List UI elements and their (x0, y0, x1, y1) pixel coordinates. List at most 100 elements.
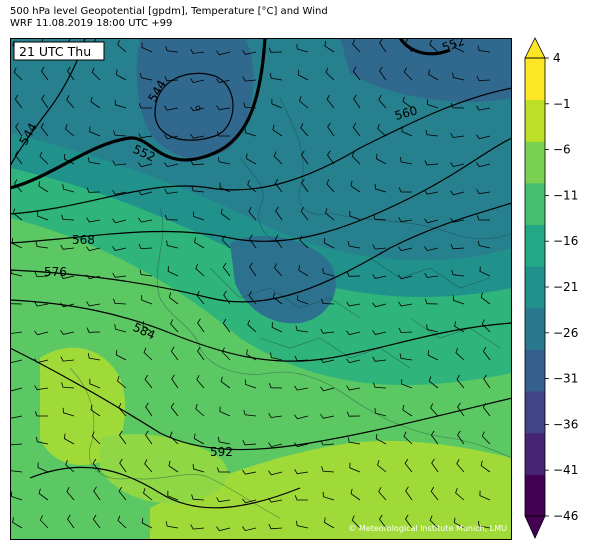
wind-barb (450, 133, 465, 138)
wind-barb (36, 436, 49, 445)
wind-barb (323, 237, 335, 249)
wind-barb (374, 183, 387, 193)
wind-barb (455, 347, 465, 361)
wind-barb (91, 67, 101, 81)
wind-barb (272, 124, 283, 137)
wind-barb (372, 330, 387, 335)
wind-barb (166, 240, 179, 249)
wind-barb (117, 376, 127, 389)
wind-barb (268, 470, 283, 476)
wind-barb (320, 358, 335, 363)
wind-barb (139, 269, 153, 277)
wind-barb (424, 218, 439, 224)
wind-barb (372, 302, 387, 308)
wind-barb (294, 495, 308, 501)
colorbar-tick-label: −11 (553, 188, 578, 202)
colorbar-segment (525, 266, 545, 309)
wind-barb (143, 347, 153, 361)
colorbar-segment (525, 307, 545, 350)
wind-barb (480, 460, 491, 473)
wind-barb (477, 520, 491, 529)
wind-barb (138, 217, 153, 223)
wind-barb (190, 78, 205, 84)
wind-barb (190, 106, 205, 112)
wind-barb (242, 440, 257, 446)
colorbar-extend-bottom (524, 515, 546, 539)
wind-barb (346, 411, 361, 417)
wind-barb (191, 185, 205, 193)
wind-barb (379, 66, 387, 81)
wind-barb (216, 467, 230, 473)
wind-barb (142, 321, 153, 333)
wind-barb (195, 403, 205, 417)
wind-barb (34, 358, 49, 364)
wind-barb (301, 178, 309, 193)
wind-barb (426, 324, 439, 333)
colorbar-tick-label: 4 (553, 51, 561, 65)
wind-barb (138, 190, 153, 196)
wind-barb (193, 433, 205, 445)
wind-barb (247, 179, 257, 193)
wind-barb (453, 517, 465, 529)
wind-barb (242, 469, 257, 475)
contour-label-560: 560 (393, 103, 419, 122)
wind-barb (350, 180, 361, 193)
wind-barb (141, 517, 153, 529)
wind-barb (164, 214, 179, 221)
wind-barb (429, 515, 439, 529)
wind-barb (377, 460, 387, 473)
wind-barb (11, 238, 23, 249)
wind-barb (398, 327, 413, 333)
colorbar-tick-label: −46 (553, 509, 578, 523)
wind-barb (268, 524, 283, 530)
wind-barb (167, 266, 179, 277)
wind-barb (115, 349, 127, 361)
wind-barb (481, 319, 491, 333)
wind-barb (379, 38, 387, 53)
wind-barb (197, 346, 205, 361)
wind-barb (455, 487, 465, 501)
wind-barb (450, 162, 465, 168)
wind-barb (216, 131, 230, 137)
wind-barb (113, 298, 127, 305)
wind-barb (372, 273, 387, 279)
wind-barb (242, 49, 257, 55)
wind-barb (243, 102, 257, 109)
wind-barb (93, 486, 101, 501)
wind-barb (141, 295, 153, 305)
wind-barb (34, 385, 49, 391)
wind-barb (221, 235, 231, 249)
contour-544-low (154, 72, 234, 141)
wind-barb (242, 76, 257, 82)
wind-barb (320, 440, 335, 446)
wind-barb (295, 325, 309, 333)
wind-barbs (10, 38, 491, 532)
wind-barb (223, 290, 231, 305)
wind-barb (268, 442, 283, 448)
wind-barb (402, 405, 413, 417)
wind-barb (66, 95, 75, 109)
wind-barb (321, 298, 335, 305)
wind-barb (300, 123, 309, 137)
wind-barb (13, 67, 23, 81)
wind-barb (483, 374, 491, 389)
wind-barb (15, 122, 23, 137)
wind-barb (14, 179, 23, 193)
wind-barb (119, 458, 127, 473)
wind-barb (222, 262, 231, 277)
wind-barb (61, 214, 75, 221)
wind-barb (144, 459, 153, 473)
valid-time-badge: 21 UTC Thu (19, 44, 91, 59)
wind-barb (171, 374, 179, 389)
wind-barb (426, 99, 439, 109)
wind-barb (86, 187, 101, 193)
temp-cold-pool-north (136, 38, 254, 159)
wind-barb (274, 263, 283, 277)
wind-barb (167, 490, 179, 501)
wind-barb (87, 157, 101, 165)
wind-barb (352, 39, 361, 53)
wind-barb (243, 409, 257, 417)
wind-barb (378, 95, 387, 109)
wind-barb (169, 431, 179, 445)
wind-barb (118, 403, 127, 417)
